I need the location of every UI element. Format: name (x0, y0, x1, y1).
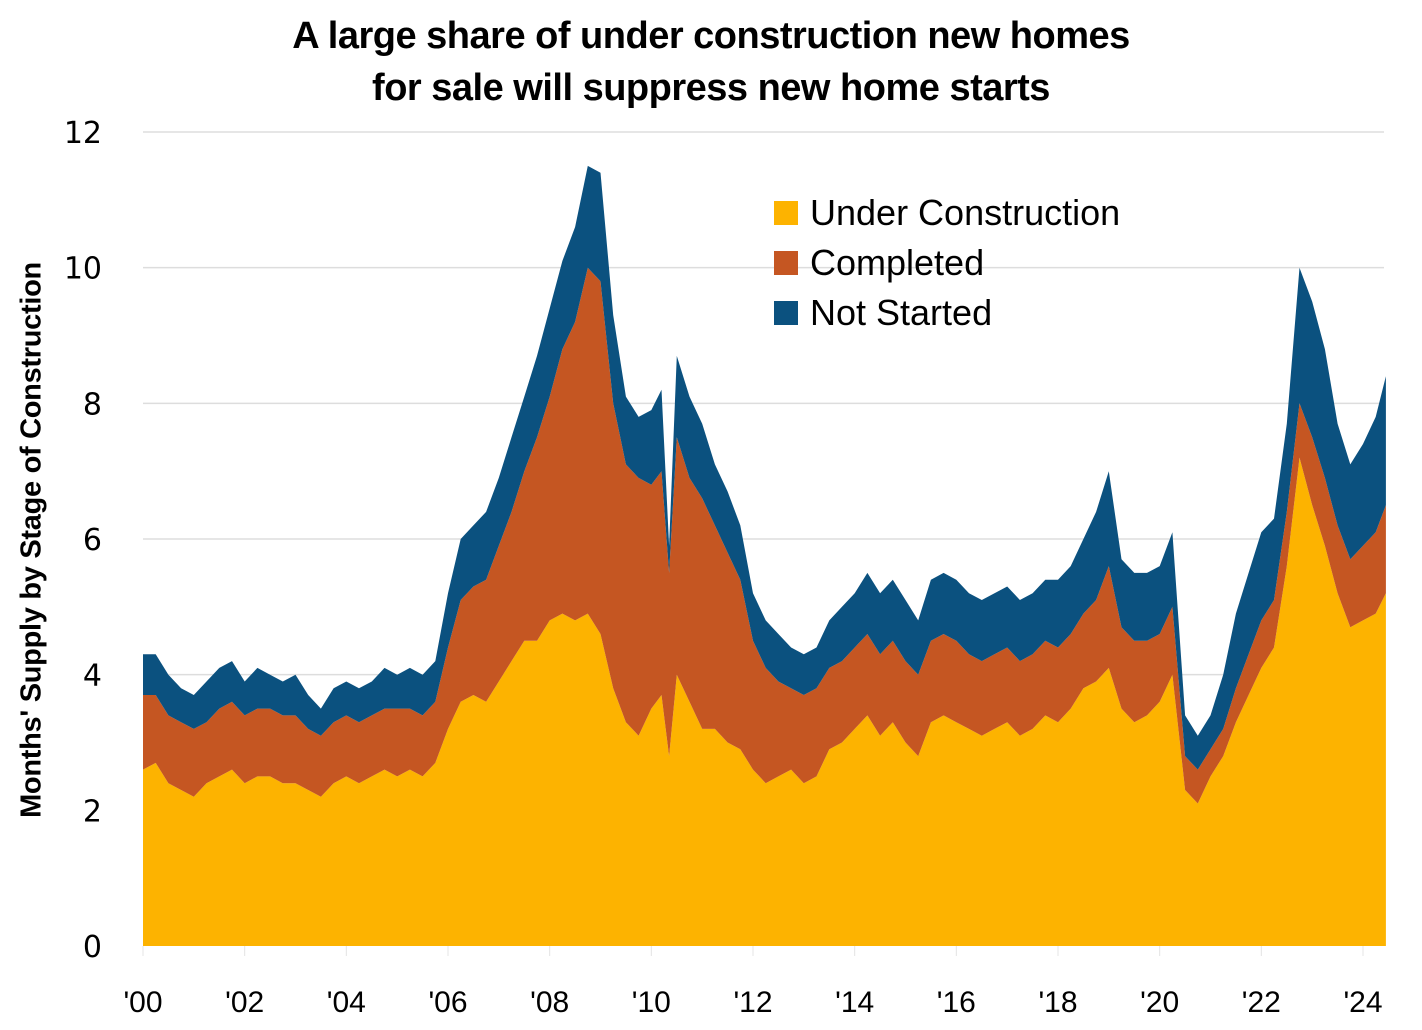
y-axis-ticks: 0 2 4 6 8 10 12 (64, 116, 102, 965)
y-tick-label: 8 (83, 387, 102, 422)
legend-label-not-started: Not Started (810, 292, 993, 333)
x-tick-label: '06 (428, 986, 467, 1019)
x-tick-label: '16 (937, 986, 976, 1019)
y-tick-label: 4 (83, 659, 102, 694)
area-under-construction (143, 457, 1386, 946)
x-tick-label: '10 (632, 986, 671, 1019)
x-tick-label: '02 (225, 986, 264, 1019)
legend-item-completed[interactable]: Completed (774, 238, 1120, 288)
x-tick-label: '20 (1140, 986, 1179, 1019)
chart-title: A large share of under construction new … (0, 10, 1422, 114)
legend-item-under-construction[interactable]: Under Construction (774, 188, 1120, 238)
x-tick-label: '14 (835, 986, 874, 1019)
y-tick-label: 10 (64, 252, 102, 287)
legend-item-not-started[interactable]: Not Started (774, 288, 1120, 338)
x-tick-label: '04 (327, 986, 366, 1019)
y-tick-label: 0 (83, 930, 102, 965)
y-tick-label: 12 (64, 116, 102, 151)
x-axis-ticks: '00 '02 '04 '06 '08 '10 '12 '14 '16 '18 '20 '22 '24 (123, 946, 1383, 1019)
y-tick-label: 2 (83, 794, 102, 829)
x-tick-label: '22 (1242, 986, 1281, 1019)
legend-swatch-completed (774, 251, 798, 275)
legend-label-completed: Completed (810, 242, 985, 283)
x-tick-label: '18 (1038, 986, 1077, 1019)
legend: Under Construction Completed Not Started (774, 188, 1120, 338)
x-tick-label: '24 (1343, 986, 1382, 1019)
x-tick-label: '08 (530, 986, 569, 1019)
chart-title-line-1: A large share of under construction new … (292, 15, 1130, 57)
area-layer (143, 165, 1386, 946)
legend-label-under-construction: Under Construction (810, 192, 1121, 233)
legend-swatch-under-construction (774, 201, 798, 225)
y-tick-label: 6 (83, 523, 102, 558)
x-tick-label: '12 (733, 986, 772, 1019)
legend-swatch-not-started (774, 301, 798, 325)
area-not-started (143, 165, 1386, 770)
x-tick-label: '00 (123, 986, 162, 1019)
chart-title-line-2: for sale will suppress new home starts (372, 67, 1050, 109)
area-completed (143, 267, 1386, 804)
